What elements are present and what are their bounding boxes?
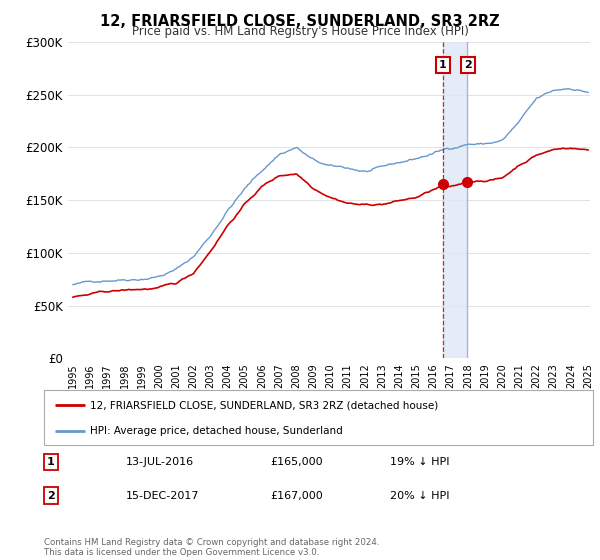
Text: 20% ↓ HPI: 20% ↓ HPI	[390, 491, 449, 501]
Text: Price paid vs. HM Land Registry's House Price Index (HPI): Price paid vs. HM Land Registry's House …	[131, 25, 469, 38]
Text: 2: 2	[47, 491, 55, 501]
Text: Contains HM Land Registry data © Crown copyright and database right 2024.
This d: Contains HM Land Registry data © Crown c…	[44, 538, 379, 557]
Text: 2: 2	[464, 60, 472, 70]
FancyBboxPatch shape	[44, 390, 593, 445]
Text: £167,000: £167,000	[270, 491, 323, 501]
Text: 1: 1	[439, 60, 447, 70]
Text: 12, FRIARSFIELD CLOSE, SUNDERLAND, SR3 2RZ (detached house): 12, FRIARSFIELD CLOSE, SUNDERLAND, SR3 2…	[91, 400, 439, 410]
Text: HPI: Average price, detached house, Sunderland: HPI: Average price, detached house, Sund…	[91, 427, 343, 436]
Text: 13-JUL-2016: 13-JUL-2016	[126, 457, 194, 467]
Text: 12, FRIARSFIELD CLOSE, SUNDERLAND, SR3 2RZ: 12, FRIARSFIELD CLOSE, SUNDERLAND, SR3 2…	[100, 14, 500, 29]
Text: £165,000: £165,000	[270, 457, 323, 467]
Text: 19% ↓ HPI: 19% ↓ HPI	[390, 457, 449, 467]
Text: 1: 1	[47, 457, 55, 467]
Bar	[443, 42, 467, 358]
Text: 15-DEC-2017: 15-DEC-2017	[126, 491, 199, 501]
